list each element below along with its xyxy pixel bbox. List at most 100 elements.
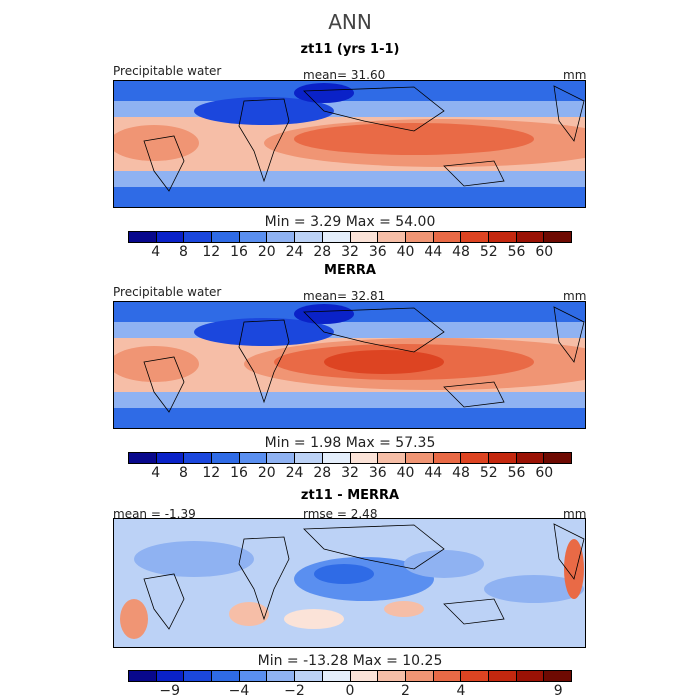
panel-1-variable-label: Precipitable water bbox=[113, 64, 222, 78]
colorbar-swatch bbox=[212, 671, 240, 681]
colorbar-swatch bbox=[544, 232, 571, 242]
colorbar-tick-label: 4 bbox=[151, 244, 161, 260]
colorbar-tick-label: 8 bbox=[179, 244, 188, 260]
colorbar-swatch bbox=[322, 232, 351, 242]
colorbar-tick-label: 28 bbox=[313, 465, 332, 481]
colorbar-tick-label: 24 bbox=[285, 244, 304, 260]
panel-1-map bbox=[113, 80, 586, 208]
colorbar-tick-label: 8 bbox=[179, 465, 188, 481]
panel-2-variable-label: Precipitable water bbox=[113, 285, 222, 299]
panel-2-colorbar bbox=[128, 452, 572, 464]
colorbar-tick-label: 52 bbox=[479, 465, 498, 481]
panel-3-map bbox=[113, 518, 586, 648]
panel-3-units: mm bbox=[563, 507, 587, 521]
colorbar-swatch bbox=[544, 453, 571, 463]
colorbar-swatch bbox=[461, 232, 489, 242]
colorbar-tick-label: 56 bbox=[507, 244, 526, 260]
panel-2-map bbox=[113, 301, 586, 429]
panel-2-title: MERRA bbox=[324, 263, 376, 278]
colorbar-tick-label: 0 bbox=[345, 683, 355, 699]
panel-3-colorbar bbox=[128, 670, 572, 682]
figure-title: ANN bbox=[328, 10, 372, 34]
colorbar-tick-label: 44 bbox=[424, 465, 443, 481]
colorbar-swatch bbox=[461, 453, 489, 463]
colorbar-tick-label: −9 bbox=[159, 683, 181, 699]
colorbar-swatch bbox=[378, 232, 406, 242]
panel-1-title: zt11 (yrs 1-1) bbox=[300, 42, 400, 57]
colorbar-tick-label: 48 bbox=[452, 244, 470, 260]
colorbar-swatch bbox=[516, 453, 545, 463]
colorbar-tick-label: 12 bbox=[202, 244, 221, 260]
colorbar-swatch bbox=[156, 671, 185, 681]
colorbar-tick-label: 9 bbox=[553, 683, 563, 699]
colorbar-swatch bbox=[239, 453, 268, 463]
colorbar-swatch bbox=[433, 671, 462, 681]
colorbar-tick-label: 40 bbox=[396, 244, 415, 260]
panel-3-title: zt11 - MERRA bbox=[300, 488, 400, 503]
colorbar-tick-label: 4 bbox=[456, 683, 466, 699]
colorbar-swatch bbox=[322, 453, 351, 463]
colorbar-swatch bbox=[129, 232, 157, 242]
colorbar-tick-label: 32 bbox=[341, 465, 359, 481]
colorbar-swatch bbox=[516, 671, 545, 681]
colorbar-swatch bbox=[405, 453, 434, 463]
colorbar-swatch bbox=[129, 671, 157, 681]
colorbar-tick-label: −2 bbox=[284, 683, 305, 699]
colorbar-tick-label: 36 bbox=[368, 465, 387, 481]
colorbar-swatch bbox=[488, 453, 517, 463]
colorbar-tick-label: 24 bbox=[285, 465, 304, 481]
colorbar-swatch bbox=[184, 671, 213, 681]
colorbar-swatch bbox=[184, 453, 213, 463]
colorbar-tick-label: 20 bbox=[257, 465, 276, 481]
colorbar-swatch bbox=[239, 671, 268, 681]
colorbar-tick-label: 44 bbox=[424, 244, 443, 260]
colorbar-swatch bbox=[212, 232, 240, 242]
panel-1-units: mm bbox=[563, 68, 587, 82]
colorbar-tick-label: 16 bbox=[230, 465, 248, 481]
panel-1-colorbar-ticks: 4 8 12 16 20 24 28 32 36 40 44 48 52 56 60 bbox=[128, 244, 572, 260]
panel-2-colorbar-ticks: 4 8 12 16 20 24 28 32 36 40 44 48 52 56 60 bbox=[128, 465, 572, 481]
panel-3-colorbar-ticks: −9 −4 −2 0 2 4 9 bbox=[128, 683, 572, 699]
colorbar-swatch bbox=[378, 671, 406, 681]
colorbar-swatch bbox=[516, 232, 545, 242]
colorbar-swatch bbox=[322, 671, 351, 681]
colorbar-swatch bbox=[295, 232, 323, 242]
colorbar-swatch bbox=[405, 671, 434, 681]
colorbar-swatch bbox=[378, 453, 406, 463]
colorbar-tick-label: 52 bbox=[479, 244, 498, 260]
colorbar-tick-label: 20 bbox=[257, 244, 276, 260]
colorbar-tick-label: 56 bbox=[507, 465, 526, 481]
panel-1-min-max: Min = 3.29 Max = 54.00 bbox=[264, 214, 436, 230]
panel-3-min-max: Min = -13.28 Max = 10.25 bbox=[257, 653, 443, 669]
colorbar-swatch bbox=[488, 671, 517, 681]
colorbar-swatch bbox=[295, 671, 323, 681]
colorbar-swatch bbox=[267, 232, 296, 242]
colorbar-tick-label: 60 bbox=[535, 244, 554, 260]
panel-2-min-max: Min = 1.98 Max = 57.35 bbox=[264, 435, 436, 451]
colorbar-tick-label: 32 bbox=[341, 244, 359, 260]
colorbar-swatch bbox=[156, 232, 185, 242]
colorbar-swatch bbox=[405, 232, 434, 242]
colorbar-swatch bbox=[267, 453, 296, 463]
panel-1-colorbar bbox=[128, 231, 572, 243]
panel-3-rmse-label: rmse = 2.48 bbox=[303, 507, 378, 521]
colorbar-swatch bbox=[156, 453, 185, 463]
colorbar-tick-label: 60 bbox=[535, 465, 554, 481]
panel-2-units: mm bbox=[563, 289, 587, 303]
colorbar-swatch bbox=[544, 671, 571, 681]
colorbar-swatch bbox=[129, 453, 157, 463]
colorbar-tick-label: 48 bbox=[452, 465, 470, 481]
colorbar-swatch bbox=[488, 232, 517, 242]
colorbar-tick-label: 16 bbox=[230, 244, 248, 260]
colorbar-tick-label: −4 bbox=[228, 683, 250, 699]
colorbar-tick-label: 40 bbox=[396, 465, 415, 481]
colorbar-swatch bbox=[267, 671, 296, 681]
colorbar-swatch bbox=[184, 232, 213, 242]
colorbar-tick-label: 28 bbox=[313, 244, 332, 260]
panel-2-mean-label: mean= 32.81 bbox=[303, 289, 386, 303]
panel-3-mean-label: mean = -1.39 bbox=[113, 507, 196, 521]
colorbar-tick-label: 12 bbox=[202, 465, 221, 481]
colorbar-swatch bbox=[239, 232, 268, 242]
colorbar-swatch bbox=[461, 671, 489, 681]
colorbar-swatch bbox=[212, 453, 240, 463]
